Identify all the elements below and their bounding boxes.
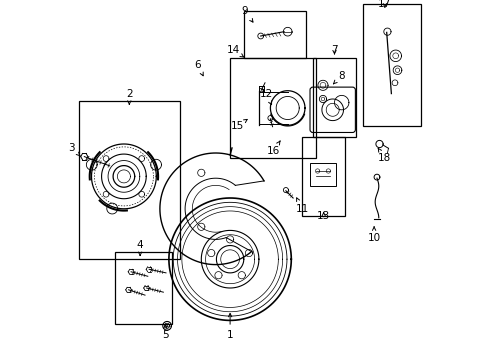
Text: 15: 15 <box>230 120 247 131</box>
Text: 18: 18 <box>377 148 391 163</box>
Text: 13: 13 <box>316 211 330 221</box>
Text: 17: 17 <box>378 0 391 9</box>
Bar <box>115 252 172 324</box>
Text: 16: 16 <box>266 141 280 156</box>
Bar <box>312 58 355 137</box>
Bar <box>79 101 179 259</box>
Text: 2: 2 <box>126 89 132 104</box>
Bar <box>363 4 420 126</box>
Text: 4: 4 <box>137 240 143 256</box>
Text: 11: 11 <box>295 198 308 214</box>
Bar <box>244 11 305 58</box>
Bar <box>230 58 316 158</box>
Bar <box>302 137 345 216</box>
Text: 12: 12 <box>259 89 272 104</box>
Text: 3: 3 <box>68 143 80 156</box>
Text: 1: 1 <box>226 314 233 340</box>
Text: 10: 10 <box>367 227 380 243</box>
Text: 14: 14 <box>226 45 243 57</box>
Text: 6: 6 <box>194 60 203 76</box>
Text: 9: 9 <box>241 6 252 22</box>
Text: 8: 8 <box>333 71 345 84</box>
Text: 5: 5 <box>162 324 168 340</box>
Text: 7: 7 <box>330 45 337 55</box>
